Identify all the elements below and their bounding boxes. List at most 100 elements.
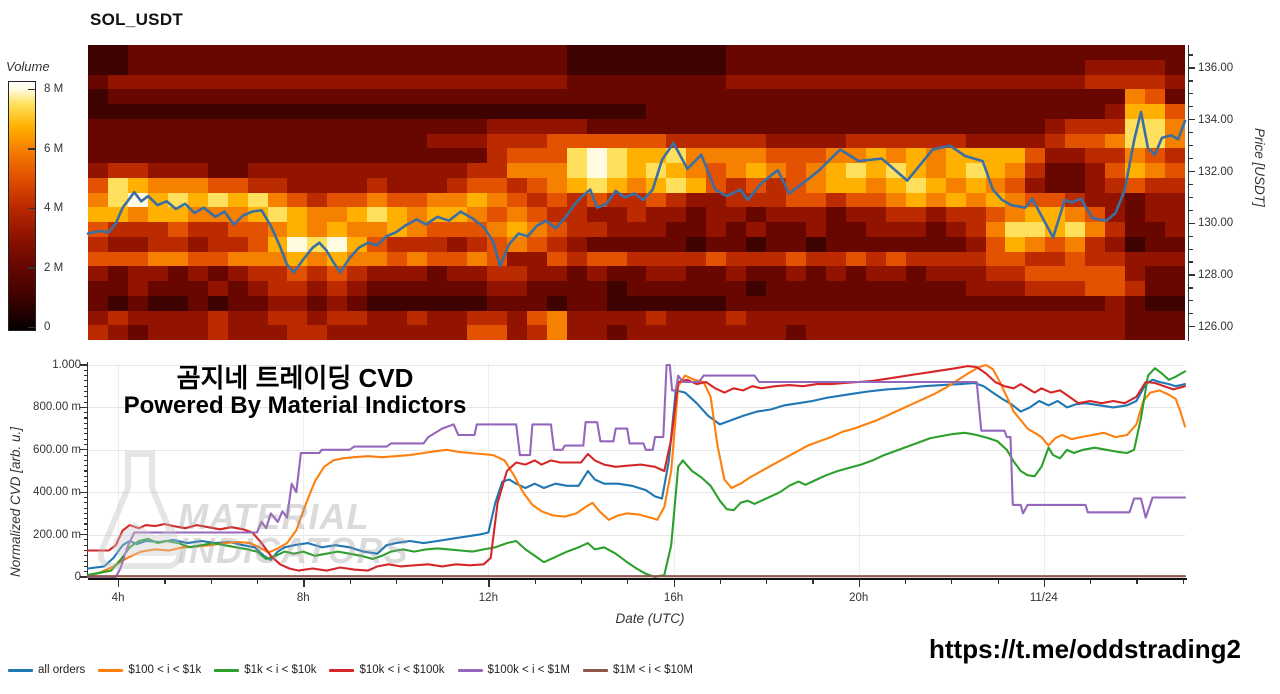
price-tick — [1189, 93, 1193, 95]
heatmap-cell — [706, 251, 727, 267]
heatmap-cell — [167, 163, 188, 178]
heatmap-cell — [187, 266, 208, 281]
heatmap-cell — [766, 236, 787, 252]
heatmap-cell — [686, 148, 707, 163]
heatmap-cell — [227, 45, 248, 60]
heatmap-cell — [925, 59, 946, 75]
heatmap-cell — [267, 236, 288, 252]
x-minor-tick — [534, 580, 536, 584]
heatmap-cell — [825, 45, 846, 60]
heatmap-cell — [1065, 45, 1086, 60]
heatmap-cell — [825, 163, 846, 178]
heatmap-cell — [267, 325, 288, 340]
heatmap-cell — [1085, 222, 1106, 237]
heatmap-cell — [1105, 45, 1126, 60]
heatmap-cell — [706, 281, 727, 296]
heatmap-cell — [706, 104, 727, 119]
heatmap-cell — [706, 89, 727, 104]
heatmap-cell — [387, 59, 408, 75]
heatmap-cell — [227, 59, 248, 75]
heatmap-cell — [885, 118, 906, 134]
gridline — [88, 492, 1185, 494]
heatmap-cell — [546, 266, 567, 281]
cvd-series--10k-i-100k — [86, 365, 1187, 572]
heatmap-cell — [586, 89, 607, 104]
heatmap-cell — [825, 251, 846, 267]
colorbar-tick — [28, 207, 35, 209]
heatmap-cell — [347, 310, 368, 326]
cvd-y-tick — [83, 528, 87, 530]
heatmap-cell — [786, 266, 807, 281]
price-axis — [1188, 45, 1189, 341]
heatmap-cell — [546, 207, 567, 222]
heatmap-cell — [686, 133, 707, 149]
cvd-y-tick — [83, 544, 87, 546]
heatmap-cell — [566, 59, 587, 75]
heatmap-cell — [806, 281, 826, 296]
heatmap-cell — [925, 325, 946, 340]
heatmap-cell — [646, 192, 667, 208]
heatmap-cell — [506, 222, 527, 237]
price-tick — [1189, 119, 1195, 121]
heatmap-cell — [147, 222, 168, 237]
x-tick — [858, 580, 860, 587]
heatmap-cell — [1105, 236, 1126, 252]
heatmap-cell — [666, 295, 687, 311]
watermark-line1: MATERIAL — [178, 496, 370, 537]
heatmap-cell — [407, 222, 428, 237]
heatmap-cell — [825, 281, 846, 296]
heatmap-cell — [127, 45, 148, 60]
heatmap-cell — [945, 89, 966, 104]
heatmap-cell — [88, 310, 108, 326]
heatmap-cell — [686, 74, 707, 90]
heatmap-cell — [746, 266, 767, 281]
heatmap-cell — [287, 222, 308, 237]
heatmap-cell — [327, 89, 348, 104]
colorbar-tick — [28, 148, 35, 150]
price-line — [86, 110, 1187, 274]
heatmap-cell — [167, 295, 188, 311]
cvd-y-tick — [80, 534, 87, 536]
heatmap-cell — [726, 104, 747, 119]
cvd-y-tick — [80, 449, 87, 451]
heatmap-cell — [806, 192, 826, 208]
annotation-powered-by: Powered By Material Indictors — [123, 392, 467, 420]
heatmap-cell — [766, 222, 787, 237]
cvd-y-tick-label: 600.00 m — [33, 443, 81, 456]
heatmap-cell — [786, 163, 807, 178]
heatmap-cell — [327, 163, 348, 178]
legend-label: $1M < i < $10M — [613, 664, 693, 676]
telegram-link[interactable]: https://t.me/oddstrading2 — [929, 634, 1241, 664]
heatmap-cell — [586, 163, 607, 178]
heatmap-cell — [965, 163, 986, 178]
heatmap-cell — [666, 192, 687, 208]
heatmap-cell — [187, 310, 208, 326]
heatmap-cell — [347, 118, 368, 134]
heatmap-cell — [1005, 207, 1026, 222]
heatmap-cell — [646, 89, 667, 104]
cvd-y-tick — [83, 539, 87, 541]
heatmap-cell — [407, 207, 428, 222]
heatmap-cell — [1045, 266, 1066, 281]
heatmap-cell — [367, 133, 388, 149]
heatmap-cell — [1005, 133, 1026, 149]
heatmap-cell — [825, 295, 846, 311]
heatmap-cell — [825, 177, 846, 193]
legend-label: $1k < i < $10k — [244, 664, 317, 676]
heatmap-cell — [1145, 104, 1166, 119]
colorbar-tick-label: 8 M — [44, 83, 64, 95]
heatmap-cell — [546, 281, 567, 296]
x-minor-tick — [904, 580, 907, 584]
heatmap-cell — [107, 325, 128, 340]
heatmap-cell — [746, 104, 767, 119]
heatmap-cell — [1105, 148, 1126, 163]
heatmap-cell — [427, 266, 448, 281]
cvd-y-axis-label: Normalized CVD [arb. u.] — [8, 426, 23, 577]
heatmap-cell — [1165, 89, 1185, 104]
heatmap-cell — [207, 163, 228, 178]
heatmap-cell — [127, 281, 148, 296]
heatmap-cell — [1085, 310, 1106, 326]
heatmap-cell — [586, 222, 607, 237]
legend-label: $10k < i < $100k — [359, 664, 445, 676]
